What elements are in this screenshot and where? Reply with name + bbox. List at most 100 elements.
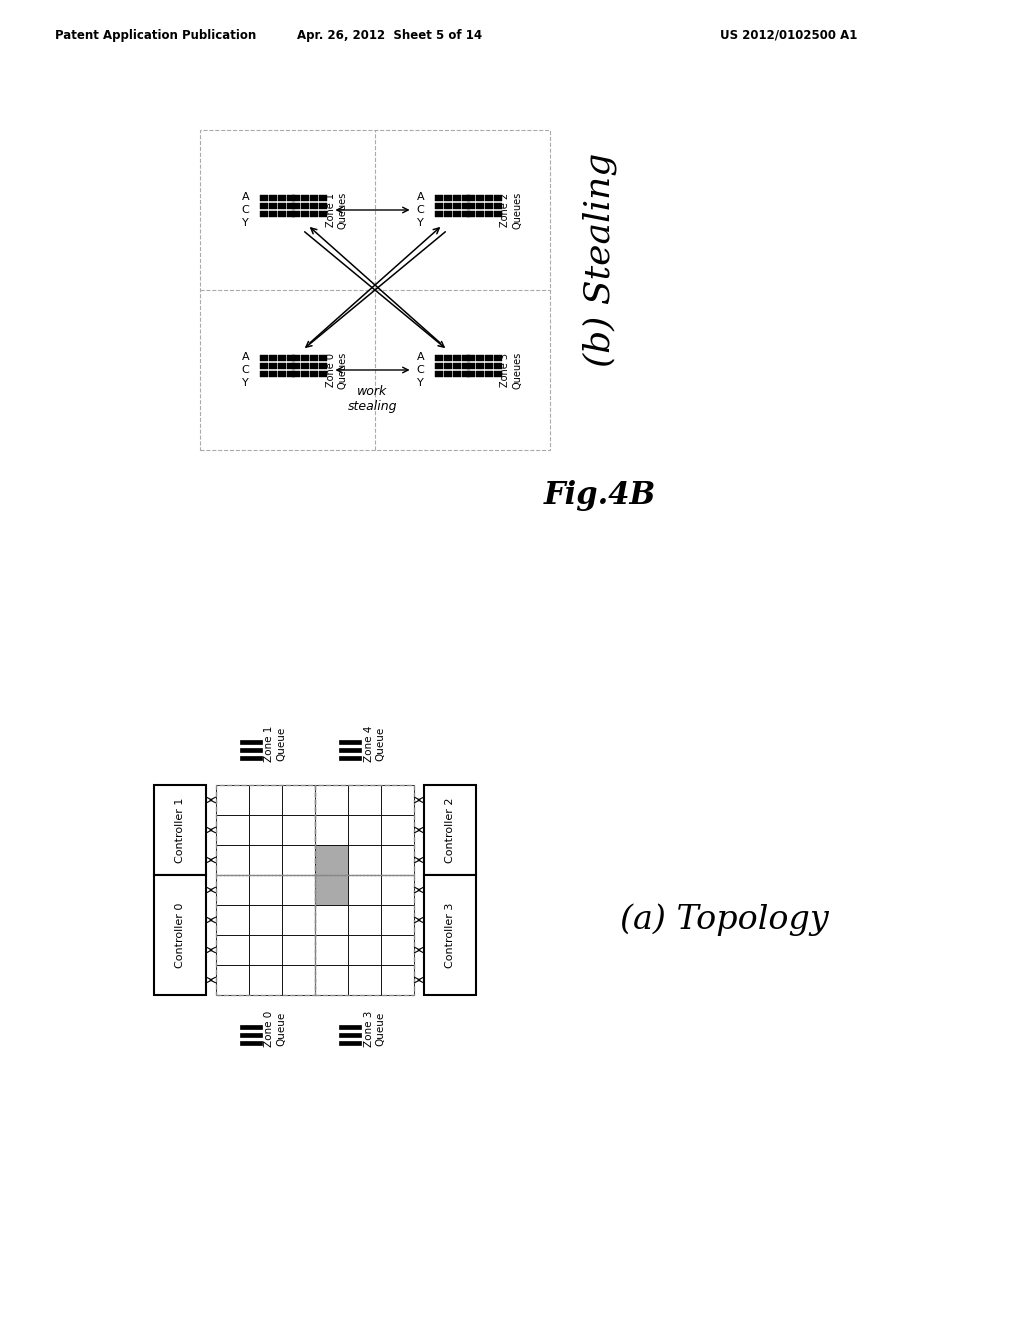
Bar <box>282 845 315 875</box>
Bar <box>259 363 267 370</box>
Text: Controller 2: Controller 2 <box>445 797 455 863</box>
Bar <box>443 211 452 216</box>
Bar <box>292 355 299 360</box>
Text: Patent Application Publication: Patent Application Publication <box>55 29 256 41</box>
Text: (a) Topology: (a) Topology <box>620 904 828 936</box>
Bar <box>287 211 295 216</box>
Bar <box>443 195 452 201</box>
Bar <box>381 845 414 875</box>
Bar <box>494 203 502 209</box>
Bar <box>268 371 276 378</box>
Bar <box>348 965 381 995</box>
Text: US 2012/0102500 A1: US 2012/0102500 A1 <box>720 29 857 41</box>
Bar <box>494 371 502 378</box>
Bar <box>216 906 249 935</box>
Bar <box>475 363 483 370</box>
Bar <box>249 845 282 875</box>
Text: Apr. 26, 2012  Sheet 5 of 14: Apr. 26, 2012 Sheet 5 of 14 <box>297 29 482 41</box>
Bar <box>339 1026 360 1030</box>
Bar <box>348 785 381 814</box>
Bar <box>309 203 317 209</box>
Bar <box>348 906 381 935</box>
Bar <box>467 211 474 216</box>
Bar <box>494 355 502 360</box>
Text: Y: Y <box>242 218 249 228</box>
Bar <box>216 814 249 845</box>
Bar <box>249 906 282 935</box>
Bar <box>467 203 474 209</box>
Bar <box>315 935 348 965</box>
Bar <box>249 814 282 845</box>
Bar <box>318 195 327 201</box>
Bar <box>475 211 483 216</box>
Bar <box>249 935 282 965</box>
Bar <box>434 195 442 201</box>
Bar <box>424 875 476 995</box>
Bar <box>216 935 249 965</box>
Bar <box>278 371 286 378</box>
Bar <box>249 875 282 906</box>
Bar <box>348 845 381 875</box>
Text: Zone 0
Queues: Zone 0 Queues <box>326 351 347 388</box>
Bar <box>200 129 550 450</box>
Bar <box>240 756 261 760</box>
Bar <box>443 355 452 360</box>
Bar <box>259 371 267 378</box>
Bar <box>268 211 276 216</box>
Bar <box>315 814 348 845</box>
Bar <box>216 785 315 875</box>
Bar <box>282 814 315 845</box>
Bar <box>278 211 286 216</box>
Bar <box>484 195 493 201</box>
Bar <box>484 355 493 360</box>
Bar <box>282 906 315 935</box>
Bar <box>268 355 276 360</box>
Bar <box>278 363 286 370</box>
Bar <box>315 965 348 995</box>
Bar <box>216 965 249 995</box>
Text: Y: Y <box>417 218 424 228</box>
Bar <box>434 355 442 360</box>
Text: C: C <box>242 366 250 375</box>
Bar <box>259 355 267 360</box>
Text: C: C <box>242 205 250 215</box>
Bar <box>315 785 348 814</box>
Bar <box>282 935 315 965</box>
Bar <box>240 1034 261 1038</box>
Bar <box>216 875 315 995</box>
Bar <box>381 875 414 906</box>
Bar <box>292 211 299 216</box>
Bar <box>462 355 469 360</box>
Bar <box>381 785 414 814</box>
Text: C: C <box>417 366 424 375</box>
Bar <box>315 875 414 995</box>
Bar <box>453 211 461 216</box>
Bar <box>462 363 469 370</box>
Bar <box>434 371 442 378</box>
Bar <box>249 965 282 995</box>
Bar <box>278 203 286 209</box>
Bar <box>318 371 327 378</box>
Bar <box>292 371 299 378</box>
Bar <box>453 363 461 370</box>
Bar <box>339 1034 360 1038</box>
Text: Zone 0
Queue: Zone 0 Queue <box>264 1011 286 1047</box>
Bar <box>443 371 452 378</box>
Bar <box>300 211 308 216</box>
Bar <box>339 1041 360 1045</box>
Bar <box>240 1026 261 1030</box>
Bar <box>424 785 476 875</box>
Bar <box>318 203 327 209</box>
Bar <box>309 355 317 360</box>
Bar <box>434 363 442 370</box>
Bar <box>443 363 452 370</box>
Text: Controller 1: Controller 1 <box>175 797 185 863</box>
Bar <box>315 875 348 906</box>
Bar <box>309 211 317 216</box>
Text: Zone 2
Queues: Zone 2 Queues <box>501 191 522 228</box>
Bar <box>494 211 502 216</box>
Bar <box>278 355 286 360</box>
Bar <box>462 211 469 216</box>
Bar <box>453 195 461 201</box>
Text: A: A <box>242 352 249 362</box>
